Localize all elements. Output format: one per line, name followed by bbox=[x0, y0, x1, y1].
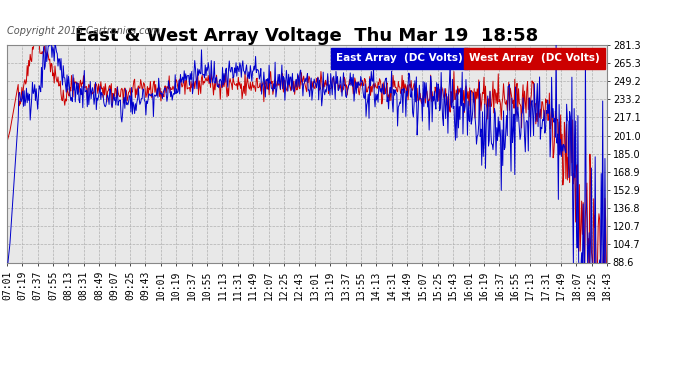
Text: Copyright 2015 Cartronics.com: Copyright 2015 Cartronics.com bbox=[7, 26, 160, 36]
Title: East & West Array Voltage  Thu Mar 19  18:58: East & West Array Voltage Thu Mar 19 18:… bbox=[75, 27, 539, 45]
Legend: East Array  (DC Volts), West Array  (DC Volts): East Array (DC Volts), West Array (DC Vo… bbox=[331, 50, 602, 65]
